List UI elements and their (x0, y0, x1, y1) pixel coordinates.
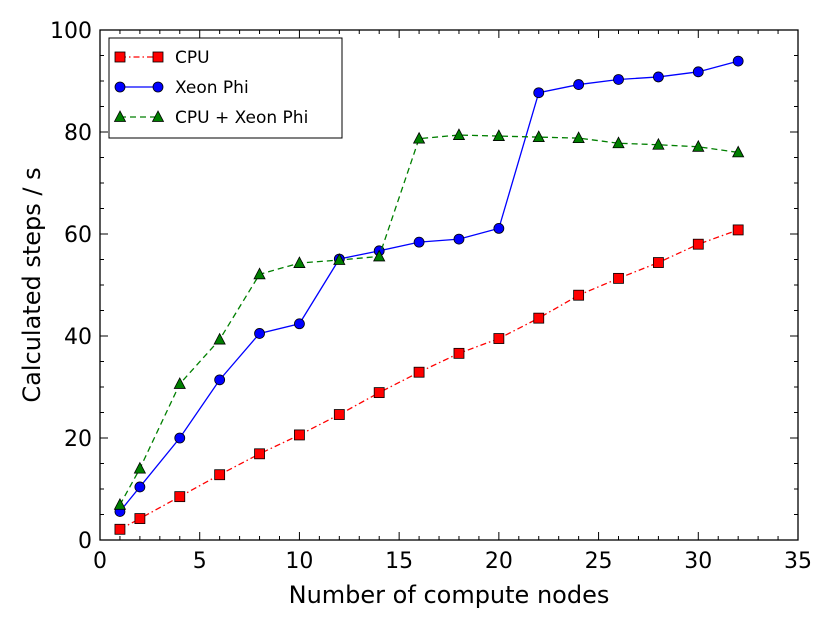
y-tick-label: 20 (64, 427, 92, 452)
data-point-cpu (573, 289, 585, 301)
legend-label-cpu: CPU (175, 48, 210, 68)
legend-label-xeon-phi: Xeon Phi (175, 78, 249, 98)
data-point-cpu (174, 491, 186, 503)
y-tick-label: 100 (50, 19, 92, 44)
legend-marker-xeon-phi (114, 81, 126, 93)
series-xeon-phi (114, 55, 744, 517)
data-point-cpu (453, 347, 465, 359)
data-point-xeon-phi (692, 66, 704, 78)
data-point-cpu (533, 312, 545, 324)
data-point-cpu-xeon-phi (253, 267, 266, 280)
legend-marker-cpu (114, 51, 126, 63)
data-point-cpu (613, 272, 624, 284)
data-point-xeon-phi (573, 79, 585, 90)
series-line-cpu-xeon-phi (119, 134, 739, 506)
data-point-cpu-xeon-phi (572, 131, 585, 144)
data-point-cpu-xeon-phi (113, 497, 127, 510)
data-point-xeon-phi (732, 55, 744, 67)
data-point-cpu-xeon-phi (492, 129, 506, 141)
data-point-xeon-phi (413, 236, 425, 248)
data-point-xeon-phi (493, 222, 505, 234)
data-point-cpu-xeon-phi (452, 128, 466, 140)
data-point-xeon-phi (214, 374, 226, 386)
x-axis-label: Number of compute nodes (289, 581, 610, 609)
data-point-xeon-phi (613, 74, 624, 85)
legend-label-cpu-xeon-phi: CPU + Xeon Phi (175, 108, 308, 128)
legend-box (108, 37, 343, 139)
data-point-cpu-xeon-phi (173, 377, 186, 389)
x-tick-label: 0 (93, 549, 107, 574)
legend-marker-cpu (152, 51, 164, 63)
legend: CPU Xeon Phi CPU + Xeon Phi (108, 37, 343, 139)
data-point-cpu-xeon-phi (732, 145, 745, 158)
y-tick-label: 80 (64, 121, 92, 146)
plot-frame (99, 29, 799, 541)
data-point-cpu (732, 224, 744, 236)
legend-marker-cpu-xeon-phi (151, 110, 165, 122)
data-point-cpu (333, 409, 345, 420)
data-point-cpu (692, 238, 704, 250)
data-point-xeon-phi (653, 71, 664, 83)
data-point-cpu (653, 257, 664, 268)
data-point-cpu-xeon-phi (293, 256, 306, 268)
x-tick-label: 5 (193, 549, 207, 574)
series-cpu (114, 224, 744, 535)
data-point-cpu (294, 429, 305, 441)
y-tick-label: 60 (64, 223, 92, 248)
series-cpu-xeon-phi (113, 128, 745, 510)
data-point-cpu (373, 387, 385, 399)
x-tick-label: 20 (485, 549, 513, 574)
data-point-cpu-xeon-phi (213, 332, 226, 345)
legend-marker-xeon-phi (152, 81, 164, 93)
data-point-cpu-xeon-phi (532, 130, 545, 143)
data-point-cpu-xeon-phi (612, 136, 625, 149)
series-layer (113, 55, 745, 535)
data-point-xeon-phi (174, 432, 186, 444)
y-tick-label: 0 (78, 529, 92, 554)
ticks: 0 5 10 15 20 25 30 35 0 20 40 60 80 100 (50, 19, 812, 574)
data-point-cpu (134, 513, 146, 524)
data-point-cpu (493, 333, 505, 344)
y-tick-label: 40 (64, 325, 92, 350)
x-tick-label: 30 (684, 549, 712, 574)
data-point-cpu-xeon-phi (373, 249, 386, 262)
x-tick-label: 10 (285, 549, 313, 574)
data-point-cpu (114, 523, 126, 535)
legend-marker-cpu-xeon-phi (113, 110, 127, 122)
data-point-xeon-phi (134, 481, 146, 493)
data-point-cpu-xeon-phi (133, 461, 147, 474)
data-point-xeon-phi (254, 328, 265, 339)
data-point-cpu-xeon-phi (333, 253, 346, 265)
x-tick-label: 15 (385, 549, 413, 574)
data-point-xeon-phi (533, 87, 545, 99)
data-point-cpu (214, 469, 226, 481)
y-axis-label: Calculated steps / s (18, 167, 46, 402)
data-point-cpu-xeon-phi (692, 139, 705, 152)
data-point-xeon-phi (294, 318, 305, 330)
x-tick-label: 25 (585, 549, 613, 574)
data-point-xeon-phi (453, 233, 465, 245)
data-point-cpu-xeon-phi (412, 131, 426, 144)
data-point-cpu (254, 448, 265, 460)
data-point-cpu (413, 366, 425, 378)
data-point-cpu-xeon-phi (652, 137, 665, 150)
x-tick-label: 35 (784, 549, 812, 574)
